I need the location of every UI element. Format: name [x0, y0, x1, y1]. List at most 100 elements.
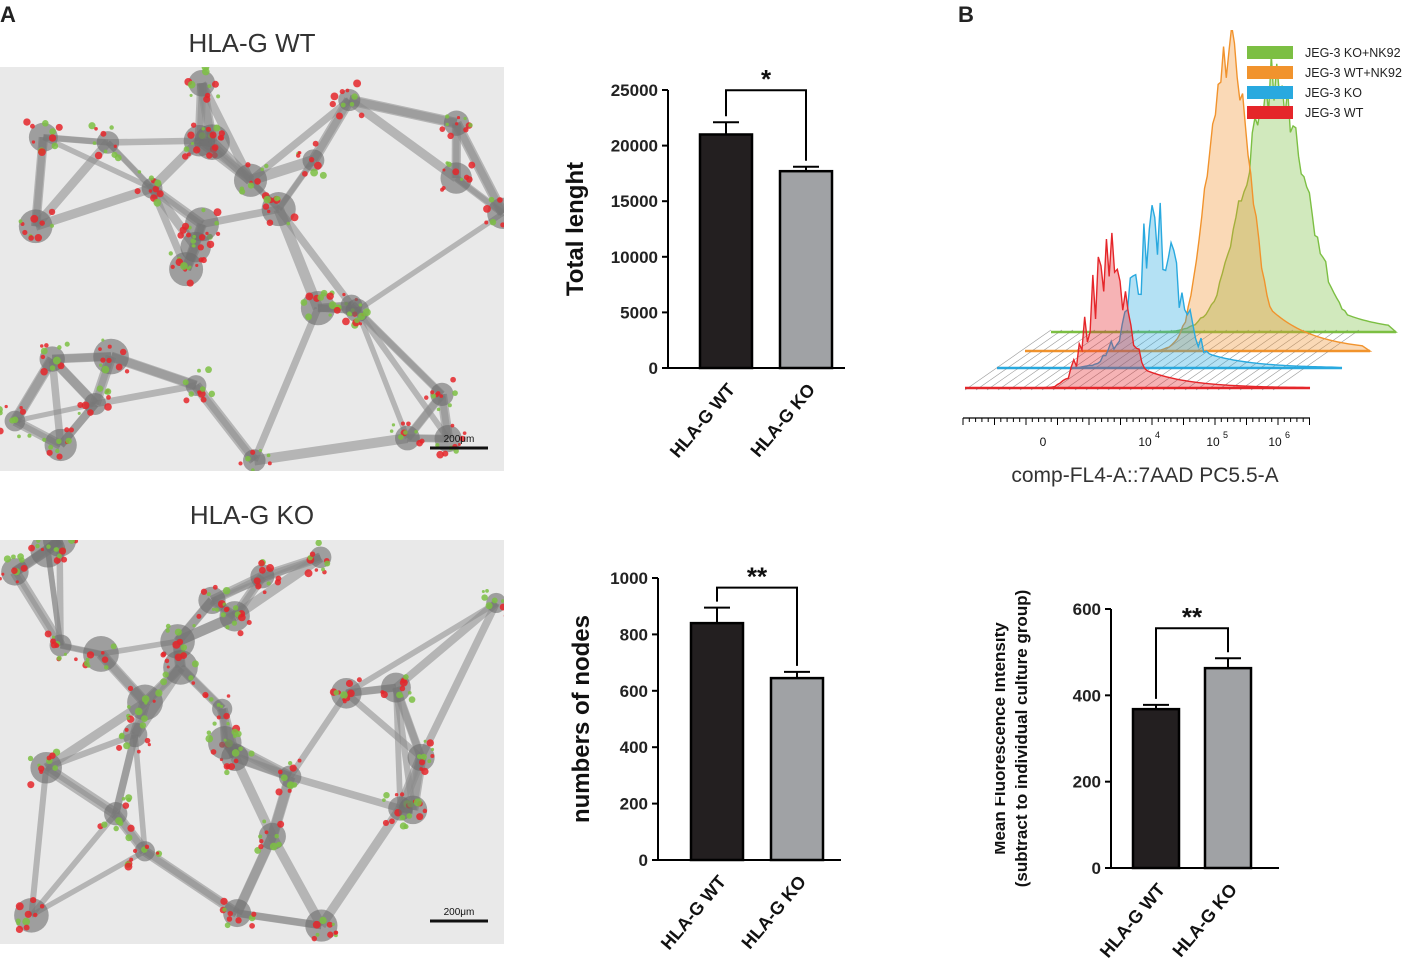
stained-cell	[77, 401, 84, 408]
stained-cell	[11, 416, 19, 424]
stained-cell	[353, 79, 362, 88]
stained-cell	[113, 825, 119, 832]
stained-cell	[258, 834, 263, 839]
stained-cell	[456, 115, 461, 120]
stained-cell	[214, 220, 219, 226]
stained-cell	[155, 851, 160, 855]
histogram-ko-nk	[1051, 55, 1398, 333]
stained-cell	[198, 234, 206, 241]
stained-cell	[52, 765, 58, 771]
stained-cell	[160, 652, 166, 658]
stained-cell	[22, 917, 31, 926]
stained-cell	[254, 178, 261, 185]
stained-cell	[319, 916, 327, 925]
stained-cell	[137, 170, 142, 174]
stained-cell	[452, 390, 458, 396]
stained-cell	[297, 758, 302, 763]
stained-cell	[406, 421, 411, 427]
stained-cell	[435, 442, 440, 448]
stained-cell	[101, 338, 105, 342]
stained-cell	[197, 368, 201, 373]
stained-cell	[124, 727, 129, 732]
stained-cell	[216, 715, 221, 720]
stained-cell	[258, 448, 263, 453]
stained-cell	[296, 153, 301, 158]
grid-line	[1107, 329, 1195, 391]
stained-cell	[491, 597, 498, 604]
stained-cell	[191, 660, 199, 668]
stained-cell	[362, 308, 371, 317]
bar-wt	[698, 133, 754, 370]
stained-cell	[245, 162, 251, 168]
stained-cell	[170, 264, 175, 269]
y-tick-label: 20000	[611, 137, 658, 156]
stained-cell	[231, 749, 240, 757]
stained-cell	[330, 92, 339, 101]
stained-cell	[49, 128, 56, 135]
stained-cell	[251, 911, 257, 917]
stained-cell	[302, 170, 308, 177]
stained-cell	[77, 411, 81, 415]
stained-cell	[324, 560, 331, 567]
stained-cell	[224, 922, 231, 929]
stained-cell	[53, 557, 61, 564]
stained-cell	[126, 704, 131, 709]
stained-cell	[127, 685, 134, 692]
stained-cell	[258, 566, 266, 574]
grid-line	[1008, 329, 1096, 391]
stained-cell	[445, 122, 449, 127]
stained-cell	[64, 427, 70, 433]
network-strand	[355, 211, 504, 313]
stained-cell	[38, 148, 46, 157]
stained-cell	[315, 932, 320, 937]
stained-cell	[209, 697, 214, 702]
y-tick-label: 600	[620, 682, 648, 701]
stained-cell	[216, 702, 221, 707]
stained-cell	[500, 222, 504, 228]
y-tick-label: 5000	[620, 303, 658, 322]
stained-cell	[40, 344, 44, 348]
stained-cell	[188, 391, 194, 397]
stained-cell	[17, 553, 24, 560]
network-strand	[344, 600, 498, 696]
scale-bar-label: 200μm	[444, 434, 475, 445]
stained-cell	[38, 765, 45, 772]
stained-cell	[211, 80, 219, 88]
stained-cell	[260, 167, 265, 172]
stained-cell	[403, 824, 409, 830]
y-tick-label: 600	[1073, 600, 1101, 619]
stained-cell	[19, 406, 23, 410]
stained-cell	[468, 123, 473, 128]
total-length-chart: 0 5000 10000 15000 20000 25000 Total lenght HLA…	[562, 64, 845, 462]
stained-cell	[40, 367, 48, 376]
stained-cell	[110, 643, 117, 650]
y-tick-label: 1000	[610, 569, 648, 588]
stained-cell	[126, 716, 131, 721]
stained-cell	[223, 606, 230, 613]
y-tick-label: 15000	[611, 192, 658, 211]
y-axis-title: Mean Fluorescence Intensity	[995, 622, 1009, 855]
stained-cell	[42, 120, 49, 127]
stained-cell	[226, 694, 231, 698]
x-tick-label: HLA-G KO	[738, 872, 811, 953]
y-axis-title: numbers of nodes	[568, 615, 595, 823]
stained-cell	[220, 612, 226, 618]
stained-cell	[141, 695, 150, 703]
grid-line	[1140, 329, 1228, 391]
cell-cluster	[243, 449, 266, 471]
stained-cell	[30, 897, 37, 904]
stained-cell	[226, 722, 230, 726]
stained-cell	[266, 219, 274, 226]
stained-cell	[40, 354, 46, 360]
stained-cell	[213, 208, 222, 217]
stained-cell	[125, 794, 133, 802]
bar-wt	[689, 621, 745, 862]
stained-cell	[165, 623, 171, 629]
stained-cell	[180, 644, 188, 651]
stained-cell	[48, 208, 56, 216]
cell-clusters	[0, 67, 504, 471]
stained-cell	[419, 759, 426, 766]
stained-cell	[153, 198, 162, 207]
stained-cell	[180, 262, 188, 270]
stained-cell	[36, 540, 41, 543]
